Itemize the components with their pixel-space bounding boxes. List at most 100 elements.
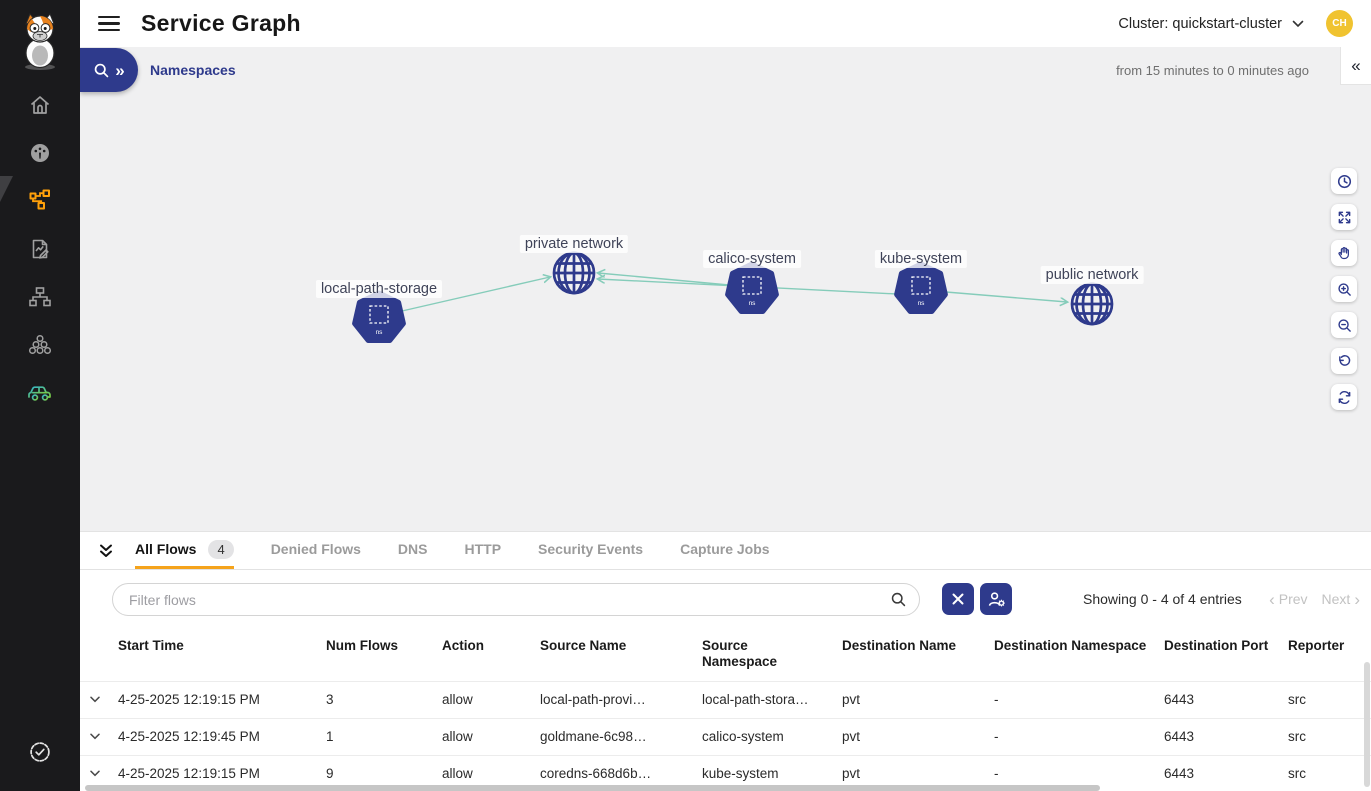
cell-source-namespace: kube-system: [694, 754, 834, 791]
sidebar-item-reports[interactable]: [0, 225, 80, 273]
cell-reporter: src: [1280, 680, 1371, 718]
edge-calico-system-to-private-network[interactable]: [598, 273, 730, 286]
graph-canvas[interactable]: ns ns ns: [80, 93, 1371, 531]
panel-collapse-button[interactable]: [96, 532, 116, 569]
cell-destination-namespace: -: [986, 754, 1156, 791]
filter-flows-input[interactable]: [129, 591, 890, 608]
cell-source-namespace: calico-system: [694, 717, 834, 755]
node-private-network[interactable]: [552, 251, 596, 295]
page-title: Service Graph: [141, 10, 301, 36]
cell-action: allow: [434, 717, 532, 755]
sidebar-item-workloads[interactable]: [0, 321, 80, 369]
calico-cat-logo[interactable]: [0, 8, 80, 76]
horizontal-scrollbar[interactable]: [85, 785, 1100, 791]
graph-search-pill[interactable]: »: [80, 48, 138, 92]
table-row[interactable]: 4-25-2025 12:19:45 PM 1 allow goldmane-6…: [80, 717, 1371, 755]
node-label-public-network[interactable]: public network: [1040, 266, 1144, 284]
tab-denied-flows[interactable]: Denied Flows: [271, 532, 361, 569]
table-row[interactable]: 4-25-2025 12:19:15 PM 9 allow coredns-66…: [80, 754, 1371, 791]
row-expand-chevron-icon[interactable]: [88, 682, 102, 718]
tab-dns[interactable]: DNS: [398, 532, 428, 569]
graph-undo-button[interactable]: [1331, 348, 1357, 374]
col-start-time[interactable]: Start Time: [118, 638, 184, 653]
col-destination-port[interactable]: Destination Port: [1164, 638, 1269, 653]
col-destination-namespace[interactable]: Destination Namespace: [994, 638, 1147, 653]
time-range-label: from 15 minutes to 0 minutes ago: [1116, 62, 1309, 78]
cluster-selector[interactable]: Cluster: quickstart-cluster: [1118, 16, 1304, 32]
cell-reporter: src: [1280, 754, 1371, 791]
row-expand-chevron-icon[interactable]: [88, 719, 102, 755]
cell-source-name: local-path-provi…: [532, 680, 694, 718]
ns-badge: ns: [918, 300, 926, 307]
edge-local-path-storage-to-private-network[interactable]: [401, 277, 550, 312]
user-gear-icon: [988, 591, 1005, 607]
topbar: Service Graph Cluster: quickstart-cluste…: [80, 0, 1371, 47]
graph-zoom-out-button[interactable]: [1331, 312, 1357, 338]
menu-hamburger-button[interactable]: [98, 15, 120, 32]
zoom-in-icon: [1337, 282, 1351, 296]
sidebar-item-dashboard[interactable]: [0, 129, 80, 177]
sidebar-item-whisker-car[interactable]: [0, 368, 80, 416]
col-reporter[interactable]: Reporter: [1288, 638, 1345, 653]
col-source-name[interactable]: Source Name: [540, 638, 627, 653]
undo-icon: [1338, 354, 1350, 366]
calico-cat-logo-image: [25, 13, 55, 70]
search-icon: [891, 592, 906, 607]
node-label-local-path-storage[interactable]: local-path-storage: [315, 280, 443, 298]
prev-button[interactable]: ‹ Prev: [1269, 591, 1307, 608]
right-panel-collapse-button[interactable]: «: [1340, 47, 1371, 85]
node-calico-system[interactable]: ns: [725, 261, 779, 314]
edge-kube-system-to-public-network[interactable]: [945, 291, 1067, 302]
breadcrumb-namespaces: Namespaces: [150, 62, 236, 78]
col-num-flows[interactable]: Num Flows: [326, 638, 399, 653]
tab-http-label: HTTP: [464, 541, 502, 557]
clock-icon: [1337, 174, 1351, 188]
sidebar-item-certificate[interactable]: [0, 728, 80, 776]
customize-columns-button[interactable]: [980, 583, 1012, 615]
graph-fit-screen-button[interactable]: [1331, 204, 1357, 230]
col-source-namespace[interactable]: Source Namespace: [702, 638, 778, 670]
sidebar-item-network-sets[interactable]: [0, 273, 80, 321]
flows-panel: All Flows 4 Denied Flows DNS HTTP Securi…: [80, 531, 1371, 791]
breadcrumb[interactable]: Namespaces: [150, 47, 236, 93]
node-public-network[interactable]: [1070, 282, 1114, 326]
graph-time-button[interactable]: [1331, 168, 1357, 194]
sidebar: [0, 0, 80, 791]
ns-badge: ns: [749, 300, 757, 307]
all-flows-count-badge: 4: [208, 539, 234, 559]
tab-capture-jobs[interactable]: Capture Jobs: [680, 532, 769, 569]
next-label: Next: [1321, 591, 1351, 607]
node-label-kube-system[interactable]: kube-system: [874, 250, 968, 268]
tab-http[interactable]: HTTP: [464, 532, 501, 569]
col-action[interactable]: Action: [442, 638, 484, 653]
vertical-scrollbar[interactable]: [1364, 662, 1370, 787]
node-kube-system[interactable]: ns: [894, 261, 948, 314]
cluster-selector-label: Cluster: quickstart-cluster: [1118, 15, 1282, 32]
graph-zoom-in-button[interactable]: [1331, 276, 1357, 302]
chevron-down-icon: [1292, 20, 1304, 27]
graph-edges: [401, 273, 1067, 312]
report-pencil-icon: [32, 239, 49, 259]
cell-num-flows: 9: [318, 754, 434, 791]
double-chevron-left-icon: «: [1351, 55, 1361, 75]
graph-pan-button[interactable]: [1331, 240, 1357, 266]
tab-all-flows[interactable]: All Flows 4: [135, 532, 234, 569]
tab-security-events[interactable]: Security Events: [538, 532, 643, 569]
refresh-icon: [1338, 390, 1350, 404]
sidebar-item-service-graph[interactable]: [0, 176, 80, 224]
avatar[interactable]: CH: [1326, 10, 1353, 37]
next-button[interactable]: Next ›: [1322, 591, 1360, 608]
cell-source-name: goldmane-6c98…: [532, 717, 694, 755]
clear-filter-button[interactable]: [942, 583, 974, 615]
node-label-calico-system[interactable]: calico-system: [703, 250, 801, 268]
row-expand-chevron-icon[interactable]: [88, 756, 102, 791]
table-row[interactable]: 4-25-2025 12:19:15 PM 3 allow local-path…: [80, 680, 1371, 718]
service-graph-icon: [29, 189, 50, 210]
graph-refresh-button[interactable]: [1331, 384, 1357, 410]
node-label-private-network[interactable]: private network: [519, 235, 629, 253]
cell-start-time: 4-25-2025 12:19:15 PM: [110, 680, 318, 718]
node-local-path-storage[interactable]: ns: [352, 290, 406, 343]
col-destination-name[interactable]: Destination Name: [842, 638, 957, 653]
sidebar-item-home[interactable]: [0, 81, 80, 129]
